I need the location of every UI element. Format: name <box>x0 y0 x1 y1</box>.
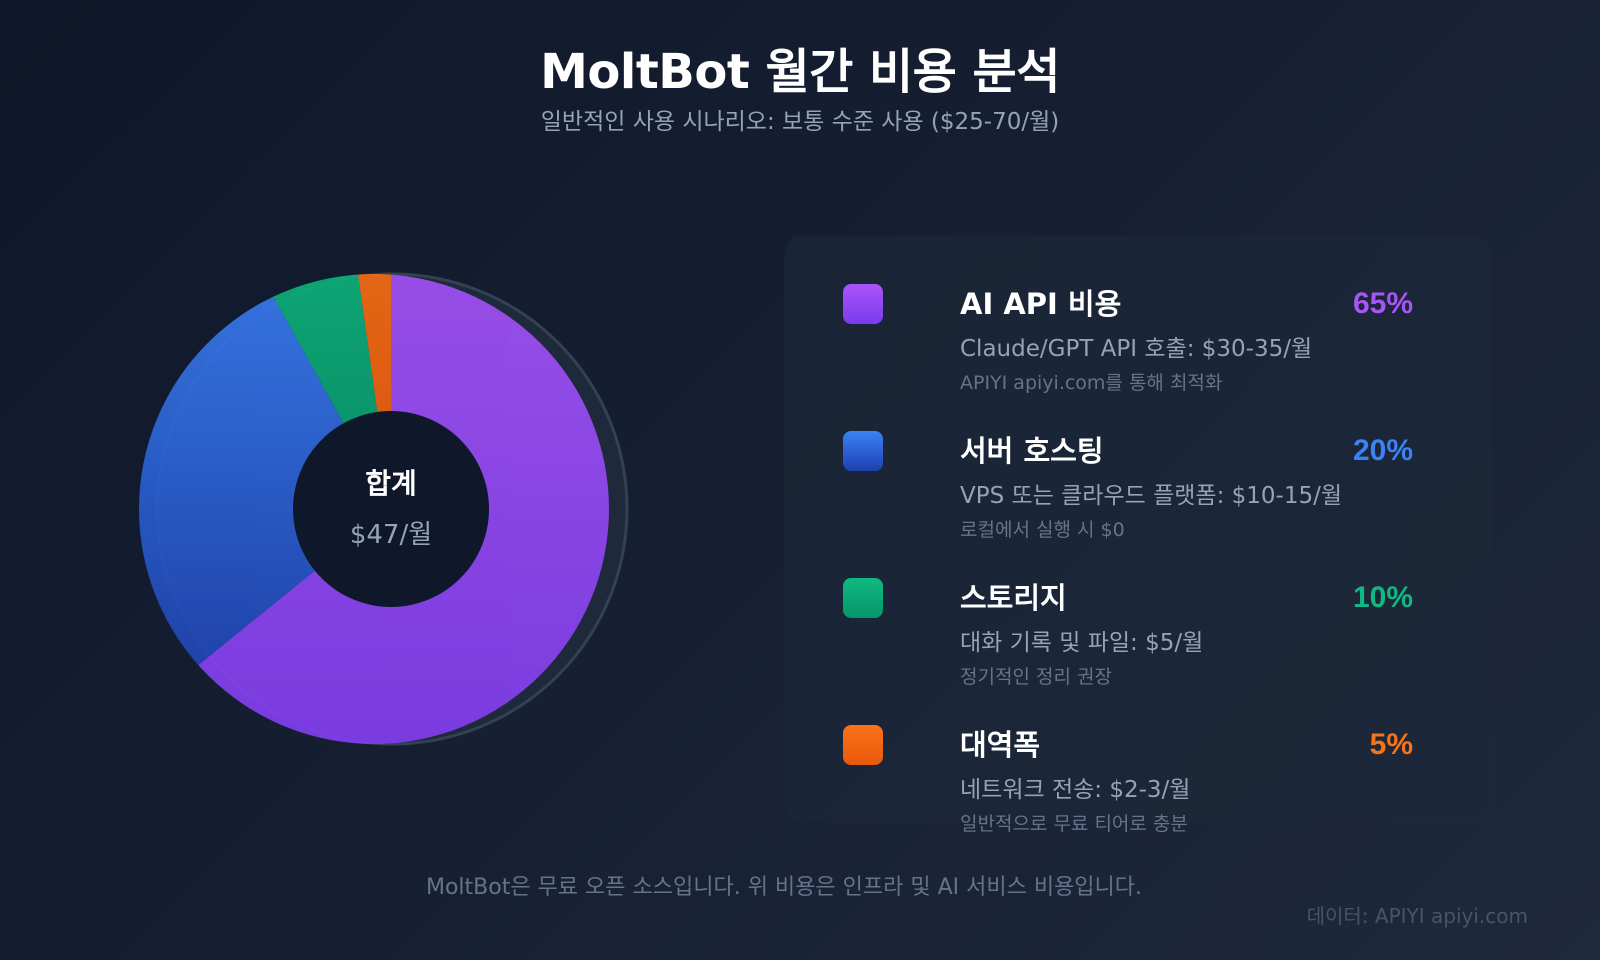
legend-item-percent: 65% <box>1352 287 1413 320</box>
legend-item-storage[interactable]: 스토리지 10% 대화 기록 및 파일: $5/월 정기적인 정리 권장 <box>843 578 1413 698</box>
page-title: MoltBot 월간 비용 분석 <box>540 44 1060 100</box>
legend-item-detail: VPS 또는 클라우드 플랫폼: $10-15/월 <box>960 483 1343 509</box>
legend-item-percent: 20% <box>1352 434 1413 467</box>
legend-item-detail: 대화 기록 및 파일: $5/월 <box>960 630 1204 656</box>
legend-panel: AI API 비용 65% Claude/GPT API 호출: $30-35/… <box>785 236 1490 835</box>
footer-note: MoltBot은 무료 오픈 소스입니다. 위 비용은 인프라 및 AI 서비스… <box>425 875 1143 900</box>
legend-item-name: 대역폭 <box>960 728 1041 762</box>
legend-item-bandwidth[interactable]: 대역폭 5% 네트워크 전송: $2-3/월 일반적으로 무료 티어로 충분 <box>843 725 1413 845</box>
page-subtitle: 일반적인 사용 시나리오: 보통 수준 사용 ($25-70/월) <box>540 109 1060 135</box>
color-swatch-icon <box>843 284 883 324</box>
legend-item-percent: 10% <box>1352 581 1413 614</box>
legend-item-server-hosting[interactable]: 서버 호스팅 20% VPS 또는 클라우드 플랫폼: $10-15/월 로컬에… <box>843 431 1413 551</box>
total-label: 합계 <box>365 466 417 500</box>
legend-item-detail: 네트워크 전송: $2-3/월 <box>960 777 1191 803</box>
color-swatch-icon <box>843 578 883 618</box>
total-value: $47/월 <box>349 519 433 550</box>
donut-chart <box>139 272 629 746</box>
legend-item-note: 일반적으로 무료 티어로 충분 <box>960 813 1188 835</box>
data-source: 데이터: APIYI apiyi.com <box>1306 904 1528 928</box>
legend-item-note: 로컬에서 실행 시 $0 <box>960 519 1125 541</box>
legend-item-percent: 5% <box>1369 728 1413 761</box>
legend-item-name: AI API 비용 <box>960 287 1122 321</box>
legend-item-note: 정기적인 정리 권장 <box>960 666 1112 688</box>
color-swatch-icon <box>843 431 883 471</box>
color-swatch-icon <box>843 725 883 765</box>
donut-center-label: 합계 $47/월 <box>293 411 489 607</box>
legend-item-detail: Claude/GPT API 호출: $30-35/월 <box>960 336 1313 362</box>
legend-item-note: APIYI apiyi.com를 통해 최적화 <box>960 372 1223 394</box>
legend-item-name: 서버 호스팅 <box>960 434 1104 468</box>
legend-item-name: 스토리지 <box>960 581 1067 615</box>
donut-hole <box>293 411 489 607</box>
legend-item-ai-api[interactable]: AI API 비용 65% Claude/GPT API 호출: $30-35/… <box>843 284 1413 404</box>
